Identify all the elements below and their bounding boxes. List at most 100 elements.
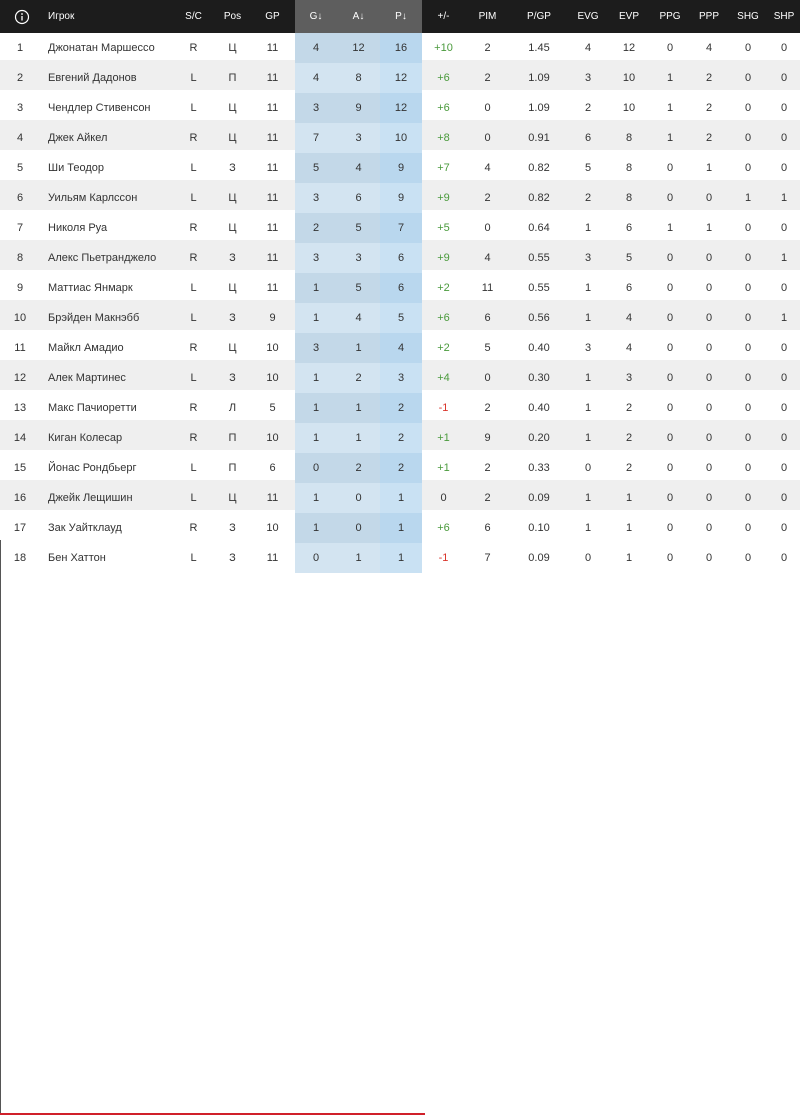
column-header[interactable]: Pos (223, 11, 242, 22)
cell: 6 (484, 522, 491, 534)
cell: 6 (269, 462, 276, 474)
cell: R (189, 522, 198, 534)
column-header[interactable]: Игрок (48, 11, 75, 22)
cell: 3 (337, 123, 380, 153)
cell: 2 (484, 492, 491, 504)
cell: 4 (337, 153, 380, 183)
column-header[interactable]: PPP (698, 11, 719, 22)
cell: 0 (705, 402, 713, 414)
cell: 4 (295, 63, 337, 93)
cell: 11 (266, 72, 279, 84)
cell: 11 (266, 42, 279, 54)
column-header[interactable]: PIM (478, 11, 497, 22)
cell: 0 (780, 492, 788, 504)
cell: 0.40 (528, 402, 550, 414)
cell: 0 (666, 282, 674, 294)
cell: 2 (484, 402, 491, 414)
column-header[interactable]: SHG (737, 11, 759, 22)
cell: 0.82 (528, 162, 550, 174)
column-header[interactable]: SHP (773, 11, 795, 22)
cell: 0 (780, 432, 788, 444)
cell: 11 (266, 492, 279, 504)
cell: 12 (13, 372, 27, 384)
cell: +4 (437, 372, 450, 384)
player-name: Джек Айкел (48, 132, 108, 144)
cell: 1 (780, 312, 788, 324)
cell: 0 (484, 102, 491, 114)
cell: 1 (295, 423, 337, 453)
cell: 3 (295, 243, 337, 273)
cell: 0.56 (528, 312, 550, 324)
cell: 0 (780, 222, 788, 234)
cell: 6 (484, 312, 491, 324)
cell: 0 (666, 162, 674, 174)
column-header[interactable]: PPG (659, 11, 681, 22)
cell: 0 (705, 492, 713, 504)
cell: R (189, 432, 198, 444)
cell: 10 (266, 522, 279, 534)
player-name: Майкл Амадио (48, 342, 124, 354)
cell: 1 (295, 273, 337, 303)
cell: 0 (780, 402, 788, 414)
cell: 6 (380, 273, 422, 303)
cell: 1.45 (528, 42, 550, 54)
cell: 0 (744, 162, 752, 174)
cell: 4 (295, 33, 337, 63)
cell: 2 (484, 42, 491, 54)
cell: L (190, 312, 197, 324)
cell: 5 (380, 303, 422, 333)
column-header[interactable]: P↓ (380, 0, 422, 33)
cell: 2 (705, 102, 713, 114)
column-header[interactable]: EVG (577, 11, 599, 22)
cell: 2 (584, 102, 592, 114)
cell: L (190, 282, 197, 294)
cell: 1 (295, 393, 337, 423)
cell: 11 (266, 222, 279, 234)
cell: 0 (780, 282, 788, 294)
cell: 7 (16, 222, 24, 234)
cell: 17 (13, 522, 27, 534)
cell: 8 (625, 192, 633, 204)
cell: 12 (622, 42, 636, 54)
cell: 0 (705, 282, 713, 294)
column-header[interactable]: G↓ (295, 0, 337, 33)
player-name: Джонатан Маршессо (48, 42, 155, 54)
cell: П (228, 432, 237, 444)
cell: 0 (440, 492, 447, 504)
cell: 2 (625, 432, 633, 444)
cell: +10 (434, 42, 453, 54)
cell: 3 (295, 93, 337, 123)
cell: +2 (437, 282, 450, 294)
cell: 11 (266, 252, 279, 264)
cell: 1 (295, 363, 337, 393)
cell: 1 (780, 252, 788, 264)
cell: 11 (266, 552, 279, 564)
player-name: Чендлер Стивенсон (48, 102, 151, 114)
cell: 5 (625, 252, 633, 264)
cell: 2 (484, 72, 491, 84)
cell: 11 (14, 342, 26, 354)
cell: 0 (744, 342, 752, 354)
cell: +5 (437, 222, 450, 234)
cell: 9 (337, 93, 380, 123)
cell: 1 (584, 282, 592, 294)
info-icon[interactable] (14, 9, 30, 25)
cell: 1 (780, 192, 788, 204)
cell: 4 (584, 42, 592, 54)
cell: L (190, 192, 197, 204)
column-header[interactable]: EVP (618, 11, 639, 22)
cell: 0 (666, 492, 674, 504)
cell: +2 (437, 342, 450, 354)
column-header[interactable]: +/- (437, 11, 450, 22)
cell: 0 (666, 192, 674, 204)
cell: 4 (380, 333, 422, 363)
cell: 0.20 (528, 432, 550, 444)
column-header[interactable]: P/GP (527, 11, 551, 22)
cell: Ц (228, 222, 237, 234)
column-header[interactable]: S/C (185, 11, 202, 22)
cell: L (190, 372, 197, 384)
column-header[interactable]: A↓ (337, 0, 380, 33)
cell: 0.09 (528, 552, 550, 564)
column-header[interactable]: GP (265, 11, 280, 22)
cell: 4 (625, 342, 633, 354)
